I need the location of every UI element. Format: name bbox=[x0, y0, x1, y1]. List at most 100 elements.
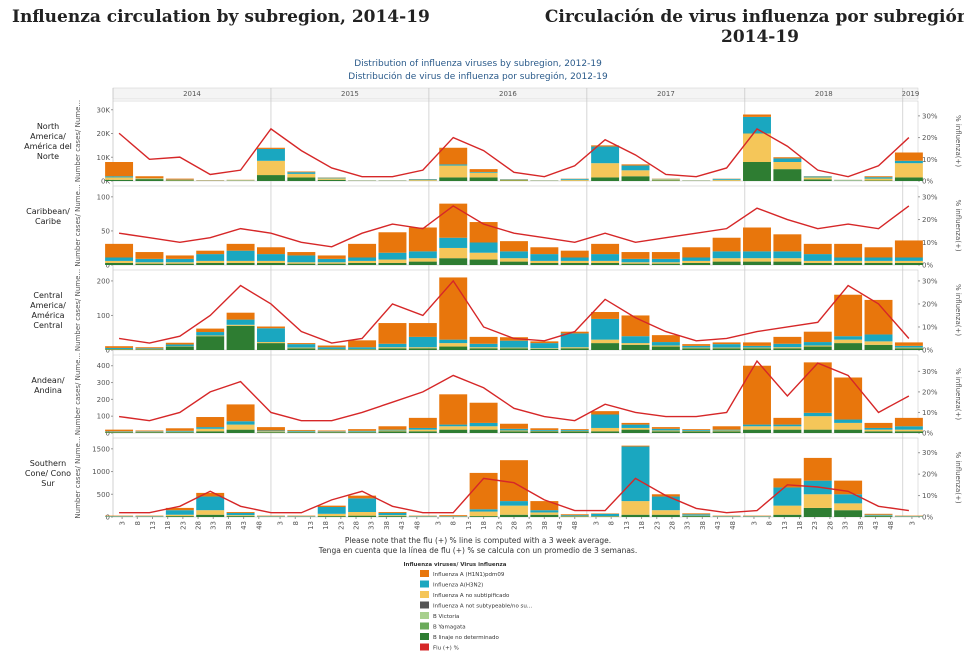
bar-segment bbox=[408, 417, 437, 428]
bar-segment bbox=[651, 510, 680, 515]
bar-segment bbox=[894, 163, 923, 178]
bar-segment bbox=[682, 347, 711, 349]
bar-segment bbox=[105, 177, 134, 180]
bar-segment bbox=[894, 342, 923, 346]
bar-segment bbox=[378, 323, 407, 344]
bar-segment bbox=[105, 346, 134, 348]
year-label: 2017 bbox=[657, 90, 675, 98]
bar-segment bbox=[226, 516, 255, 517]
bar-segment bbox=[378, 232, 407, 253]
bar-segment bbox=[591, 262, 620, 265]
x-tick-label: 13 bbox=[781, 521, 789, 530]
bar-segment bbox=[560, 515, 589, 517]
bar-segment bbox=[712, 348, 741, 350]
bar-segment bbox=[712, 237, 741, 252]
bar-segment bbox=[408, 180, 437, 181]
bar-segment bbox=[743, 114, 771, 117]
x-tick-label: 28 bbox=[195, 521, 203, 530]
bar-segment bbox=[591, 411, 620, 415]
bar-segment bbox=[530, 514, 559, 517]
bar-segment bbox=[287, 348, 316, 350]
bar-segment bbox=[621, 429, 650, 433]
bar-segment bbox=[196, 335, 225, 337]
bar-segment bbox=[621, 343, 650, 345]
bar-segment bbox=[803, 346, 832, 350]
bar-segment bbox=[530, 428, 559, 430]
bar-segment bbox=[105, 347, 134, 349]
bar-segment bbox=[165, 342, 194, 345]
legend-swatch bbox=[420, 633, 429, 640]
bar-segment bbox=[894, 345, 923, 348]
x-tick-label: 43 bbox=[714, 521, 722, 530]
bar-segment bbox=[196, 332, 225, 336]
bar-segment bbox=[712, 251, 741, 259]
bar-segment bbox=[560, 347, 589, 349]
bar-segment bbox=[803, 457, 832, 481]
bar-segment bbox=[530, 254, 559, 261]
bar-segment bbox=[317, 513, 346, 517]
bar-segment bbox=[500, 505, 528, 515]
bar-segment bbox=[682, 513, 711, 515]
x-tick-label: 18 bbox=[796, 521, 804, 530]
x-tick-label: 33 bbox=[368, 521, 376, 530]
bar-segment bbox=[196, 328, 225, 333]
legend-swatch bbox=[420, 591, 429, 598]
x-tick-label: 38 bbox=[541, 521, 549, 530]
bar-segment bbox=[165, 344, 194, 347]
x-tick-label: 33 bbox=[526, 521, 534, 530]
bar-segment bbox=[317, 507, 346, 514]
bar-segment bbox=[621, 170, 650, 177]
bar-segment bbox=[469, 402, 498, 423]
bar-segment bbox=[287, 252, 316, 256]
bar-segment bbox=[226, 429, 255, 433]
bar-segment bbox=[864, 341, 893, 345]
bar-segment bbox=[348, 257, 377, 261]
y2-tick-label: 20% bbox=[922, 388, 938, 396]
bar-segment bbox=[743, 251, 771, 259]
bar-segment bbox=[621, 263, 650, 265]
bar-segment bbox=[317, 345, 346, 348]
bar-segment bbox=[864, 344, 893, 350]
bar-segment bbox=[651, 514, 680, 517]
bar-segment bbox=[439, 346, 468, 350]
y-tick-label: 0 bbox=[106, 262, 110, 270]
bar-segment bbox=[743, 429, 771, 433]
x-tick-label: 28 bbox=[353, 521, 361, 530]
bar-segment bbox=[591, 513, 620, 517]
bar-segment bbox=[560, 430, 589, 432]
bar-segment bbox=[287, 262, 316, 264]
y2-tick-label: 0% bbox=[922, 262, 933, 270]
bar-segment bbox=[773, 162, 802, 170]
bar-segment bbox=[196, 250, 225, 255]
legend-label: Influenza A no subtipificado bbox=[433, 593, 510, 599]
bar-segment bbox=[378, 429, 407, 431]
bar-segment bbox=[651, 252, 680, 259]
bar-segment bbox=[469, 171, 498, 173]
bar-segment bbox=[196, 428, 225, 432]
bar-segment bbox=[803, 429, 832, 433]
bar-segment bbox=[500, 340, 528, 348]
bar-segment bbox=[469, 347, 498, 349]
bar-segment bbox=[773, 424, 802, 427]
bar-segment bbox=[621, 164, 650, 166]
bar-segment bbox=[469, 343, 498, 348]
bar-segment bbox=[803, 416, 832, 430]
bar-segment bbox=[500, 179, 528, 181]
bar-segment bbox=[439, 203, 468, 238]
bar-segment bbox=[651, 263, 680, 265]
bar-segment bbox=[408, 227, 437, 252]
bar-segment bbox=[196, 514, 225, 517]
title-en: Influenza circulation by subregion, 2014… bbox=[12, 7, 430, 27]
bar-segment bbox=[682, 344, 711, 346]
bar-segment bbox=[560, 429, 589, 431]
bar-segment bbox=[348, 515, 377, 517]
bar-segment bbox=[105, 432, 134, 433]
bar-segment bbox=[712, 178, 741, 180]
bar-segment bbox=[591, 177, 620, 181]
legend-swatch bbox=[420, 601, 429, 609]
row-label: Central America/América Central bbox=[30, 291, 66, 330]
bar-segment bbox=[682, 431, 711, 433]
bar-segment bbox=[317, 177, 346, 179]
bar-segment bbox=[743, 227, 771, 252]
bar-segment bbox=[135, 349, 164, 350]
